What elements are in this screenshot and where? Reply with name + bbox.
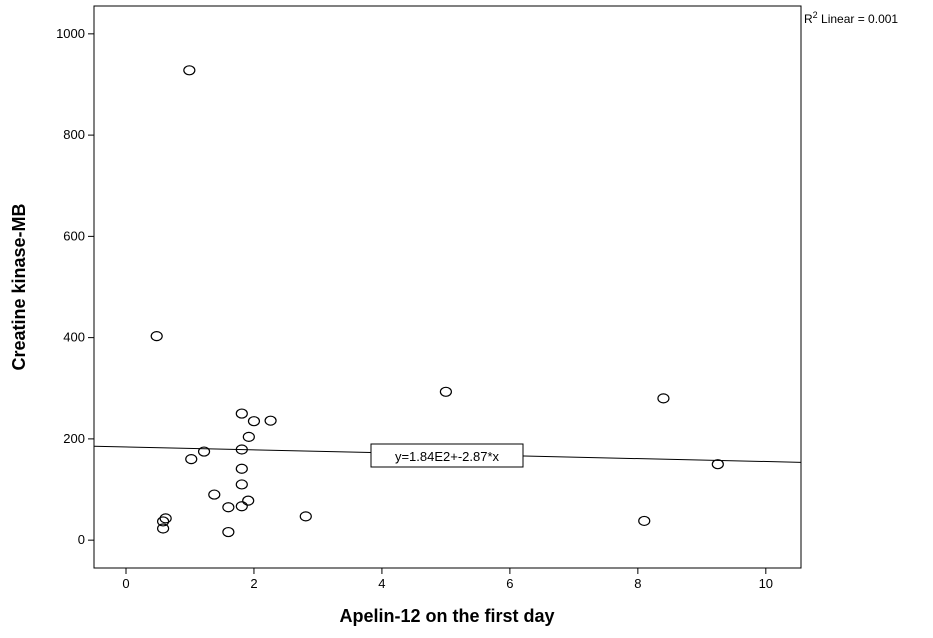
data-point bbox=[235, 408, 248, 419]
data-point bbox=[242, 431, 255, 442]
data-point bbox=[439, 386, 453, 397]
data-point bbox=[711, 459, 724, 470]
y-tick-label: 0 bbox=[78, 532, 85, 547]
data-point bbox=[197, 446, 211, 457]
data-point bbox=[235, 463, 248, 474]
x-tick-label: 0 bbox=[122, 576, 129, 591]
x-tick-label: 2 bbox=[250, 576, 257, 591]
data-point bbox=[657, 393, 670, 404]
x-tick-label: 6 bbox=[506, 576, 513, 591]
data-point bbox=[157, 516, 170, 527]
equation-box-frame bbox=[370, 443, 524, 468]
data-point bbox=[242, 495, 255, 506]
y-tick-label: 1000 bbox=[56, 26, 85, 41]
plot-frame bbox=[93, 5, 802, 569]
data-point bbox=[638, 515, 651, 527]
data-point bbox=[185, 454, 198, 465]
y-tick-label: 800 bbox=[63, 127, 85, 142]
data-point bbox=[159, 513, 172, 524]
y-axis: 0 200 400 600 800 1000 bbox=[56, 26, 94, 547]
data-point bbox=[157, 523, 170, 534]
data-point bbox=[183, 65, 196, 76]
data-point bbox=[235, 444, 248, 455]
y-tick-label: 400 bbox=[63, 330, 85, 345]
equation-label: y=1.84E2+-2.87*x bbox=[395, 449, 500, 464]
data-point bbox=[150, 331, 163, 342]
x-tick-label: 10 bbox=[759, 576, 773, 591]
r2-label: R2 Linear = 0.001 bbox=[804, 10, 898, 26]
data-point bbox=[208, 489, 221, 500]
data-point bbox=[235, 479, 248, 490]
data-point bbox=[222, 526, 235, 538]
y-tick-label: 200 bbox=[63, 431, 85, 446]
x-tick-label: 4 bbox=[378, 576, 385, 591]
r2-superscript: 2 bbox=[813, 10, 818, 20]
y-axis-title: Creatine kinase-MB bbox=[9, 203, 29, 370]
x-axis-title: Apelin-12 on the first day bbox=[339, 606, 554, 626]
equation-box: y=1.84E2+-2.87*x bbox=[370, 443, 524, 468]
data-point bbox=[222, 502, 235, 513]
data-points bbox=[150, 65, 724, 538]
r2-prefix: R bbox=[804, 12, 813, 26]
x-tick-label: 8 bbox=[634, 576, 641, 591]
data-point bbox=[299, 511, 312, 522]
y-tick-label: 600 bbox=[63, 228, 85, 243]
data-point bbox=[264, 415, 277, 426]
x-axis: 0 2 4 6 8 10 bbox=[122, 568, 773, 591]
r2-suffix: Linear = 0.001 bbox=[818, 12, 899, 26]
data-point bbox=[235, 501, 248, 512]
data-point bbox=[247, 416, 261, 427]
